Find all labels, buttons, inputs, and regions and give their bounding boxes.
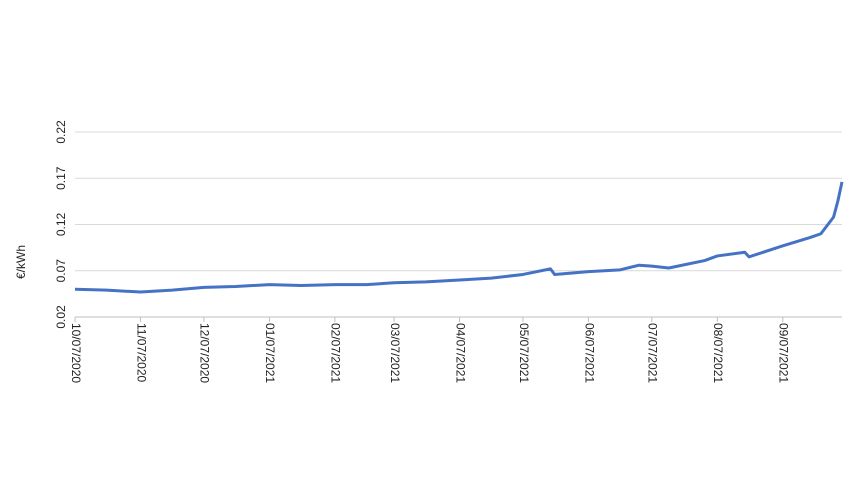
y-tick-label: 0.22 <box>54 120 68 144</box>
y-axis-title: €/kWh <box>14 245 28 279</box>
x-tick-label: 03/07/2021 <box>388 323 402 383</box>
x-tick-label: 12/07/2020 <box>198 323 212 383</box>
x-tick-label: 02/07/2021 <box>329 323 343 383</box>
x-tick-label: 07/07/2021 <box>646 323 660 383</box>
x-tick-label: 06/07/2021 <box>582 323 596 383</box>
x-tick-label: 10/07/2020 <box>69 323 83 383</box>
x-tick-label: 08/07/2021 <box>711 323 725 383</box>
x-tick-label: 09/07/2021 <box>777 323 791 383</box>
y-tick-label: 0.17 <box>54 166 68 190</box>
x-tick-label: 01/07/2021 <box>263 323 277 383</box>
y-tick-label: 0.02 <box>54 305 68 329</box>
y-tick-label: 0.07 <box>54 259 68 283</box>
data-line <box>74 181 844 294</box>
x-tick-label: 05/07/2021 <box>517 323 531 383</box>
x-tick-label: 11/07/2020 <box>134 323 148 382</box>
x-tick-label: 04/07/2021 <box>453 323 467 383</box>
y-tick-label: 0.12 <box>54 212 68 236</box>
